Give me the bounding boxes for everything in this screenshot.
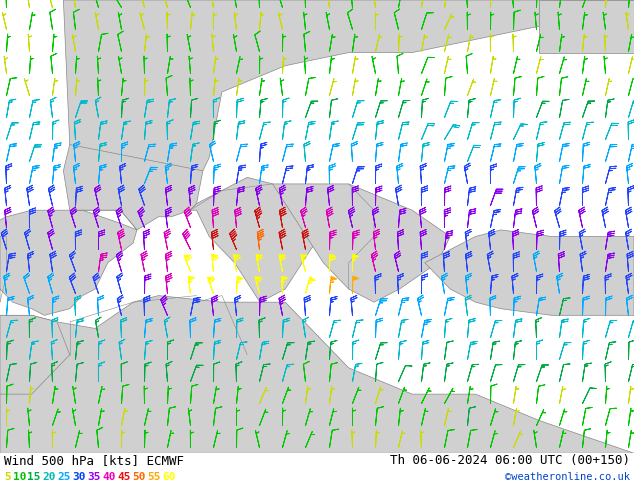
Polygon shape [190,177,330,302]
Text: Wind 500 hPa [kts] ECMWF: Wind 500 hPa [kts] ECMWF [4,454,184,467]
Text: 55: 55 [148,472,161,482]
Polygon shape [0,315,70,394]
Polygon shape [0,210,137,315]
Text: 45: 45 [117,472,131,482]
Text: 10: 10 [13,472,26,482]
Polygon shape [63,0,634,171]
Text: 60: 60 [162,472,176,482]
Text: Th 06-06-2024 06:00 UTC (00+150): Th 06-06-2024 06:00 UTC (00+150) [390,454,630,467]
Text: 35: 35 [87,472,101,482]
Text: 20: 20 [42,472,56,482]
Text: 30: 30 [72,472,86,482]
Polygon shape [0,295,634,453]
Text: 40: 40 [103,472,116,482]
Text: 25: 25 [58,472,71,482]
Text: 50: 50 [133,472,146,482]
Text: 5: 5 [4,472,11,482]
Text: ©weatheronline.co.uk: ©weatheronline.co.uk [505,472,630,482]
Polygon shape [273,184,450,302]
Polygon shape [63,118,203,230]
Text: 15: 15 [27,472,41,482]
Polygon shape [539,0,634,52]
Polygon shape [425,230,634,315]
